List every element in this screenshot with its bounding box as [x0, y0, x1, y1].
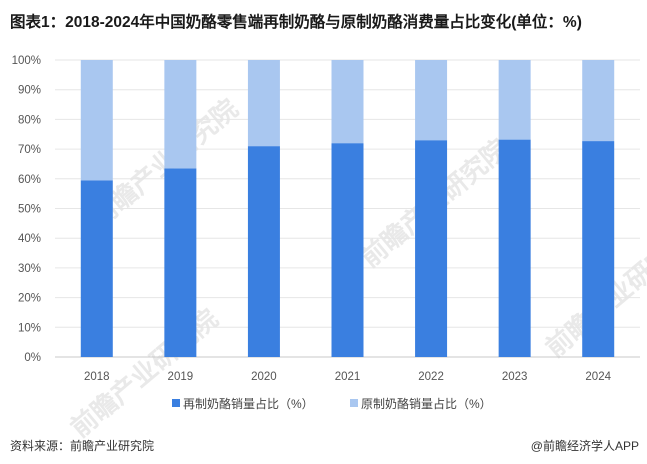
source-note: 资料来源：前瞻产业研究院 [10, 439, 155, 453]
bar-natural-2023 [498, 60, 531, 140]
legend: 再制奶酪销量占比（%） 原制奶酪销量占比（%） [172, 396, 492, 411]
brand-note: @前瞻经济学人APP [530, 439, 639, 453]
bar-processed-2022 [415, 140, 448, 357]
legend-swatch [350, 399, 358, 407]
x-tick-label: 2023 [502, 371, 528, 383]
y-tick-label: 100% [12, 55, 41, 67]
y-tick-label: 30% [18, 263, 41, 275]
bar-natural-2022 [415, 60, 448, 141]
bar-processed-2023 [498, 139, 531, 357]
legend-label: 原制奶酪销量占比（%） [361, 396, 492, 411]
bar-processed-2021 [331, 143, 364, 357]
bar-processed-2019 [164, 168, 197, 357]
bar-natural-2021 [331, 60, 364, 144]
y-tick-label: 10% [18, 322, 41, 334]
y-tick-label: 90% [18, 85, 41, 97]
y-tick-label: 50% [18, 204, 41, 216]
bar-processed-2020 [247, 146, 280, 357]
y-tick-label: 70% [18, 144, 41, 156]
x-tick-label: 2019 [168, 371, 194, 383]
bar-natural-2020 [247, 60, 280, 147]
bars [80, 60, 615, 357]
y-tick-label: 80% [18, 114, 41, 126]
legend-label: 再制奶酪销量占比（%） [183, 396, 314, 411]
x-tick-label: 2022 [418, 371, 444, 383]
bar-processed-2018 [80, 180, 113, 357]
legend-swatch [172, 399, 180, 407]
x-axis: 2018 2019 2020 2021 2022 2023 2024 [84, 371, 612, 383]
y-tick-label: 40% [18, 233, 41, 245]
bar-natural-2019 [164, 60, 197, 169]
y-tick-label: 0% [24, 352, 41, 364]
bar-natural-2018 [80, 60, 113, 181]
y-tick-label: 20% [18, 293, 41, 305]
y-axis: 0% 10% 20% 30% 40% 50% 60% 70% 80% 90% 100% [12, 55, 41, 364]
chart-title: 图表1：2018-2024年中国奶酪零售端再制奶酪与原制奶酪消费量占比变化(单位… [10, 14, 582, 31]
y-tick-label: 60% [18, 174, 41, 186]
x-tick-label: 2018 [84, 371, 110, 383]
x-tick-label: 2024 [585, 371, 611, 383]
x-tick-label: 2020 [251, 371, 277, 383]
bar-processed-2024 [582, 141, 615, 357]
bar-natural-2024 [582, 60, 615, 142]
x-tick-label: 2021 [335, 371, 361, 383]
